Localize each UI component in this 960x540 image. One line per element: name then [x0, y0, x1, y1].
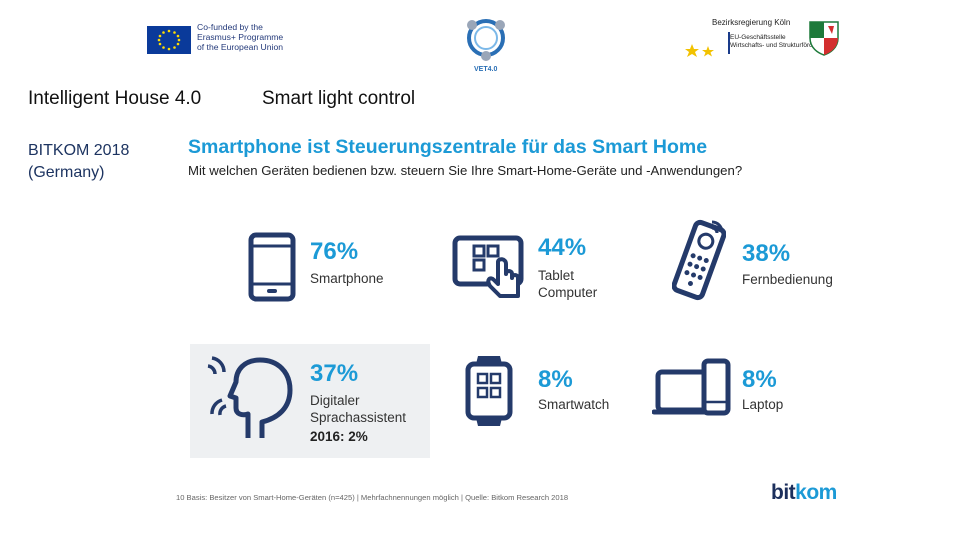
slide-title-left: Intelligent House 4.0 [28, 88, 202, 109]
eu-flag-icon [147, 26, 191, 54]
source-label: BITKOM 2018 (Germany) [28, 142, 130, 181]
item-label: Laptop [742, 397, 784, 412]
veta-logo-icon [467, 19, 505, 61]
item-label: Digitaler Sprachassistent [310, 393, 407, 425]
stars-icon [685, 44, 714, 57]
item-label: Fernbedienung [742, 272, 833, 287]
item-percent: 44% [538, 234, 587, 261]
voice-head-icon [200, 352, 300, 442]
veta-logo-text: VET4.0 [474, 66, 498, 73]
footnote: 10 Basis: Besitzer von Smart-Home-Geräte… [176, 493, 569, 502]
bez-subtitle: EU-Geschäftsstelle Wirtschafts- und Stru… [730, 34, 830, 49]
voice-assistant-panel [190, 344, 430, 458]
item-percent: 76% [310, 238, 359, 265]
item-percent: 37% [310, 360, 359, 387]
remote-icon [672, 218, 726, 302]
bez-title: Bezirksregierung Köln [712, 18, 791, 27]
eu-erasmus-logo: Co-funded by the Erasmus+ Programme of t… [147, 22, 297, 58]
item-label: Tablet Computer [538, 268, 598, 300]
item-percent: 8% [742, 366, 777, 393]
smartwatch-icon [464, 352, 514, 430]
divider [728, 32, 730, 54]
infographic-subtitle: Mit welchen Geräten bedienen bzw. steuer… [188, 163, 743, 178]
veta-logo: VET4.0 [458, 14, 514, 78]
smartphone-icon [248, 232, 296, 302]
bitkom-logo: bitkom [771, 481, 837, 505]
item-label: Smartwatch [538, 397, 610, 412]
bezirksregierung-logo: Bezirksregierung Köln EU-Geschäftsstelle… [684, 16, 840, 60]
nrw-crest-icon [809, 21, 839, 56]
eu-logo-text: Co-funded by the Erasmus+ Programme of t… [197, 22, 284, 52]
item-percent: 8% [538, 366, 573, 393]
laptop-phone-icon [652, 358, 732, 422]
item-label: Smartphone [310, 271, 384, 286]
brand-part-b: kom [795, 481, 837, 504]
infographic-title: Smartphone ist Steuerungszentrale für da… [188, 136, 708, 158]
brand-part-a: bit [771, 481, 796, 504]
slide-title-right: Smart light control [262, 88, 416, 109]
item-percent: 38% [742, 240, 791, 267]
item-note: 2016: 2% [310, 429, 368, 444]
tablet-touch-icon [452, 234, 532, 300]
